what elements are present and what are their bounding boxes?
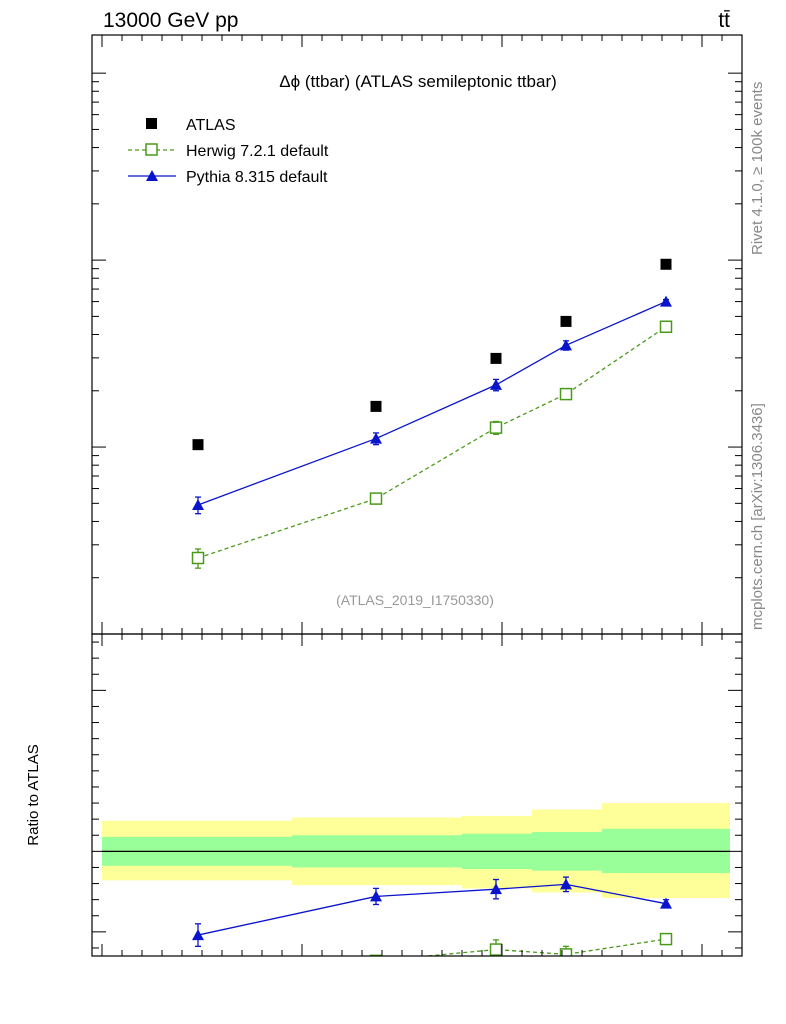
energy-label: 13000 GeV pp	[103, 9, 238, 32]
ratio-panel: Ratio to ATLAS	[25, 633, 743, 978]
process-label: tt̄	[718, 9, 730, 32]
main-point-pythia	[490, 378, 502, 390]
main-point-herwig	[191, 551, 205, 565]
legend-marker-atlas	[146, 118, 157, 129]
main-point-data	[560, 315, 572, 327]
main-point-herwig	[559, 387, 573, 401]
ratio-frame	[91, 633, 743, 957]
main-line-herwig	[197, 326, 667, 559]
legend-label-pythia: Pythia 8.315 default	[186, 169, 328, 186]
ratio-point-pythia	[192, 929, 204, 941]
main-point-herwig	[659, 320, 673, 334]
legend-label-herwig: Herwig 7.2.1 default	[186, 143, 329, 160]
ratio-point-herwig	[659, 932, 673, 946]
main-point-herwig	[369, 492, 383, 505]
ratio-point-pythia	[370, 890, 382, 902]
ratio-point-herwig	[193, 967, 204, 978]
legend-marker-pythia	[146, 170, 158, 181]
main-line-pythia	[197, 300, 667, 506]
ratio-line-herwig	[420, 938, 667, 956]
legend-marker-herwig	[145, 143, 158, 156]
analysis-label: (ATLAS_2019_I1750330)	[336, 592, 494, 608]
ratio-point-herwig	[489, 943, 503, 956]
plot-title: Δϕ (ttbar) (ATLAS semileptonic ttbar)	[279, 72, 557, 91]
main-point-pythia	[370, 432, 382, 444]
legend: ATLAS Herwig 7.2.1 default Pythia 8.315 …	[128, 117, 329, 186]
main-point-data	[370, 400, 382, 412]
ratio-point-pythia	[560, 878, 572, 890]
legend-label-atlas: ATLAS	[186, 117, 236, 134]
ratio-axis-label: Ratio to ATLAS	[25, 744, 42, 845]
mcplots-label: mcplots.cern.ch [arXiv:1306.3436]	[749, 403, 766, 630]
main-panel: Δϕ (ttbar) (ATLAS semileptonic ttbar) (A…	[91, 34, 743, 635]
main-point-pythia	[192, 498, 204, 510]
main-point-data	[660, 258, 672, 270]
ratio-point-pythia	[660, 897, 672, 909]
main-point-data	[490, 352, 502, 364]
ratio-point-herwig	[559, 948, 573, 956]
main-point-pythia	[560, 339, 572, 351]
main-point-data	[192, 439, 204, 451]
main-point-herwig	[489, 421, 503, 434]
ratio-point-herwig	[369, 954, 383, 956]
ratio-point-pythia	[490, 883, 502, 895]
main-point-pythia	[660, 295, 672, 307]
rivet-label: Rivet 4.1.0, ≥ 100k events	[749, 82, 766, 255]
